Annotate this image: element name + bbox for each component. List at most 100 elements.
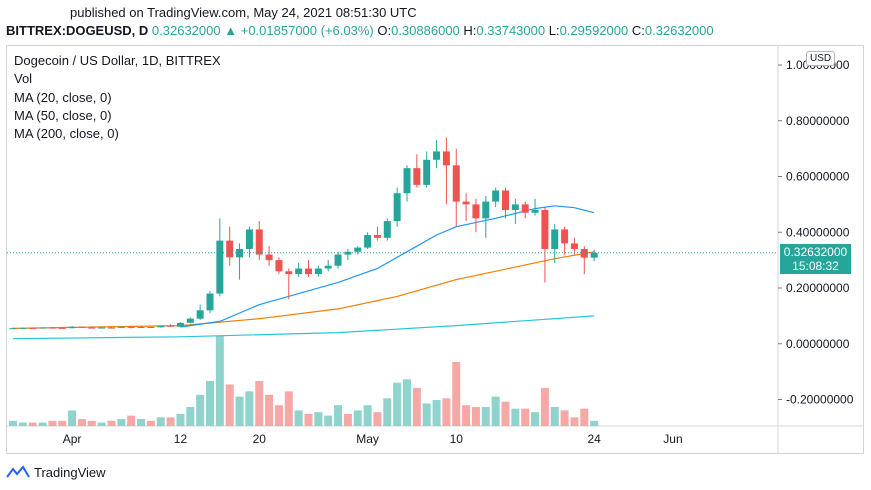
volume-bar xyxy=(166,417,175,426)
legend-ma20: MA (20, close, 0) xyxy=(14,89,112,105)
price-tick-label: -0.20000000 xyxy=(786,393,854,407)
volume-bar xyxy=(511,408,520,426)
volume-bar xyxy=(363,405,372,426)
chart-frame xyxy=(6,45,864,454)
time-tick-label: 12 xyxy=(174,432,188,446)
volume-bar xyxy=(107,420,116,426)
candle-body xyxy=(19,327,27,329)
volume-bar xyxy=(68,410,77,426)
volume-bar xyxy=(540,387,549,426)
volume-bar xyxy=(38,422,47,426)
candle-body xyxy=(531,209,539,213)
volume-bar xyxy=(127,415,136,426)
price-change: +0.01857000 (+6.03%) xyxy=(240,23,374,38)
volume-bar xyxy=(590,420,599,426)
volume-bar xyxy=(343,413,352,426)
candle-body xyxy=(39,327,47,329)
volume-bar xyxy=(137,419,146,426)
candle-body xyxy=(29,327,37,329)
candle-body xyxy=(216,240,224,294)
candle-body xyxy=(472,204,480,219)
time-tick-label: 10 xyxy=(450,432,464,446)
volume-bar xyxy=(117,419,126,426)
volume-bar xyxy=(58,420,67,426)
change-arrow-icon: ▲ xyxy=(224,23,238,38)
candle-body xyxy=(68,326,76,329)
volume-bar xyxy=(471,406,480,426)
volume-bar xyxy=(176,413,185,426)
volume-bar xyxy=(393,382,402,426)
candle-body xyxy=(226,240,234,258)
last-price-tag-value: 0.32632000 xyxy=(783,245,848,259)
candle-body xyxy=(521,204,529,213)
candle-body xyxy=(275,260,283,272)
candle-body xyxy=(295,268,303,275)
candle-body xyxy=(255,229,263,255)
candle-body xyxy=(393,193,401,222)
volume-bar xyxy=(206,381,214,426)
volume-bar xyxy=(255,381,264,426)
volume-bar xyxy=(265,394,274,426)
candle-body xyxy=(245,229,253,249)
tradingview-brand: TradingView xyxy=(34,464,106,480)
low-label: L: xyxy=(548,23,560,38)
legend-ma50: MA (50, close, 0) xyxy=(14,107,112,123)
volume-bar xyxy=(284,391,293,426)
volume-bar xyxy=(186,406,195,426)
candle-body xyxy=(462,201,470,205)
price-tick-label: 0.80000000 xyxy=(786,114,850,128)
volume-bar xyxy=(146,420,155,426)
candle-body xyxy=(206,293,214,311)
volume-bar xyxy=(334,405,343,426)
legend-title: Dogecoin / US Dollar, 1D, BITTREX xyxy=(14,53,221,68)
volume-bar xyxy=(501,401,510,426)
volume-bar xyxy=(9,420,17,426)
legend: Dogecoin / US Dollar, 1D, BITTREX Vol MA… xyxy=(14,52,221,143)
last-price: 0.32632000 xyxy=(151,23,221,38)
candle-body xyxy=(58,327,66,329)
volume-bar xyxy=(324,415,333,426)
candle-body xyxy=(48,327,56,329)
candle-body xyxy=(196,310,204,319)
candle-body xyxy=(285,271,293,275)
last-price-tag-countdown: 15:08:32 xyxy=(792,259,839,273)
candle-body xyxy=(88,327,96,329)
high-value: 0.33743000 xyxy=(476,23,546,38)
volume-bar xyxy=(442,398,451,426)
volume-bar xyxy=(403,379,411,426)
volume-bar xyxy=(481,406,490,426)
candle-body xyxy=(590,252,598,258)
candle-body xyxy=(236,248,244,258)
candle-body xyxy=(9,328,17,330)
volume-bar xyxy=(48,420,57,426)
footer[interactable]: TradingView xyxy=(6,461,106,483)
tradingview-logo-icon xyxy=(6,465,30,478)
volume-bar xyxy=(531,412,540,426)
low-value: 0.29592000 xyxy=(559,23,629,38)
volume-bar xyxy=(235,396,244,426)
volume-bar xyxy=(550,406,559,426)
candle-body xyxy=(305,268,312,275)
candle-body xyxy=(551,229,559,249)
published-note: published on TradingView.com, May 24, 20… xyxy=(70,5,417,20)
time-tick-label: 24 xyxy=(587,432,601,446)
candle-body xyxy=(364,235,372,248)
volume-bar xyxy=(580,408,589,426)
candle-body xyxy=(334,254,342,266)
volume-bar xyxy=(314,412,323,426)
candle-body xyxy=(354,247,362,252)
candle-body xyxy=(117,326,125,328)
close-value: 0.32632000 xyxy=(644,23,714,38)
candle-body xyxy=(147,327,155,329)
volume-bar xyxy=(294,410,303,426)
currency-badge[interactable]: USD xyxy=(806,51,836,66)
candle-body xyxy=(403,168,411,194)
candle-body xyxy=(373,235,381,238)
time-tick-label: Jun xyxy=(663,432,682,446)
symbol-label: BITTREX:DOGEUSD, D xyxy=(6,23,149,38)
candle-body xyxy=(78,326,86,328)
candle-body xyxy=(167,325,175,327)
price-tick-label: 0.40000000 xyxy=(786,225,850,239)
price-tick-label: 0.20000000 xyxy=(786,281,850,295)
